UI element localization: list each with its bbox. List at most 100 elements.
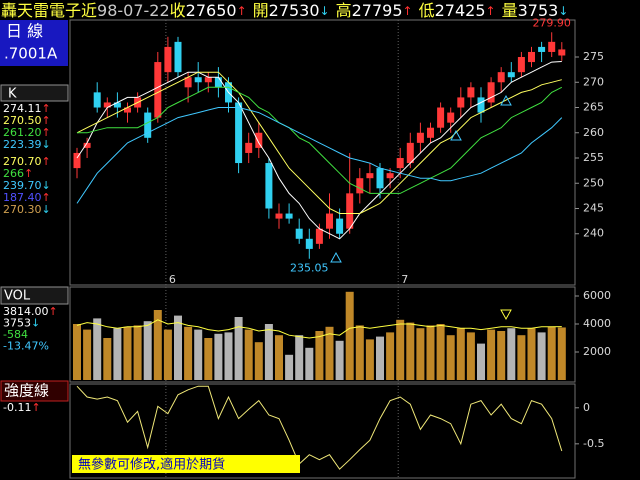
y-tick-label: 245: [583, 201, 604, 214]
buy-signal: [330, 251, 342, 263]
volume-bar: [466, 332, 475, 380]
volume-bar: [254, 342, 263, 380]
y-tick-label: 6000: [583, 289, 611, 302]
side-value: 274.11↑: [3, 102, 51, 115]
volume-bar: [456, 328, 465, 380]
candle-body: [396, 158, 404, 169]
candle-body: [315, 228, 323, 244]
candle-body: [124, 107, 131, 113]
side-value: 270.30↓: [3, 203, 51, 216]
candle-body: [265, 163, 273, 209]
candle-body: [305, 238, 313, 249]
volume-bar: [507, 328, 516, 380]
volume-bar: [73, 324, 81, 380]
volume-bar: [325, 326, 334, 380]
side-value-text: 270.50: [3, 114, 42, 127]
quote-label: 量: [502, 1, 518, 20]
moving-average: [76, 71, 562, 214]
volume-average: [76, 319, 562, 339]
notice: 無參數可修改,適用於期貨: [78, 457, 225, 473]
volume-bar: [487, 329, 496, 380]
side-value-arrow: ↑: [42, 126, 51, 139]
candle-body: [406, 142, 414, 164]
volume-bar: [295, 335, 304, 380]
header: 轟天雷電子近98-07-22收27650↑ 開27530↓ 高27795↑ 低2742…: [1, 1, 568, 20]
candle-body: [154, 62, 162, 118]
y-tick-label: 250: [583, 176, 604, 189]
volume-bar: [103, 338, 112, 380]
candle-body: [275, 213, 283, 219]
volume-bar: [345, 291, 354, 380]
candle-body: [487, 82, 495, 103]
volume-bar: [143, 321, 152, 380]
side-value: -13.47%: [3, 340, 49, 353]
volume-bar: [315, 331, 324, 380]
candle-body: [517, 57, 525, 73]
side-value-text: -584: [3, 328, 28, 341]
volume-bar: [285, 354, 294, 380]
extreme-label: 279.90: [532, 16, 571, 29]
strength-panel: [69, 383, 576, 479]
notice-box: [72, 455, 300, 473]
side-value-text: 266: [3, 167, 24, 180]
x-tick-label: 7: [401, 273, 408, 286]
side-value: 3814.00↑: [3, 305, 58, 318]
quote-arrow: ↑: [403, 4, 413, 18]
side-value-arrow: ↓: [42, 203, 51, 216]
side-value: 270.70↑: [3, 155, 51, 168]
volume-bar: [547, 326, 556, 380]
price-panel: [69, 19, 576, 286]
candle-body: [194, 77, 202, 83]
side-value-arrow: ↑: [31, 401, 40, 414]
side-value: 239.70↓: [3, 179, 51, 192]
candle-body: [204, 77, 212, 83]
y-tick-label: -0.5: [583, 437, 604, 450]
volume-bar: [477, 343, 485, 380]
candle-body: [548, 41, 556, 52]
volume-bar: [133, 325, 142, 380]
candle-body: [174, 41, 182, 73]
quote-value: 27795: [352, 1, 403, 20]
candle-body: [437, 107, 445, 128]
candle-body: [497, 72, 505, 83]
quote-value: 27530: [269, 1, 320, 20]
side-value: 266↑: [3, 167, 33, 180]
volume-bar: [214, 333, 223, 380]
strength-label: 強度線: [4, 382, 49, 400]
candle-body: [457, 97, 465, 108]
side-value-arrow: ↓: [42, 138, 51, 151]
candle-body: [214, 77, 222, 88]
volume-bar: [527, 328, 536, 380]
candle-body: [447, 112, 455, 123]
candle-body: [164, 46, 172, 73]
quote-arrow: ↓: [558, 4, 568, 18]
side-value-text: -13.47%: [3, 340, 49, 353]
side-value-arrow: ↓: [31, 317, 40, 330]
vol-box: [0, 286, 69, 305]
volume-bar: [497, 331, 506, 380]
volume-bar: [83, 329, 92, 380]
side-value: -0.11↑: [3, 401, 41, 414]
side-value-text: 3753: [3, 317, 31, 330]
side-value-text: 3814.00: [3, 305, 49, 318]
volume-bar: [264, 324, 273, 380]
candle-body: [245, 142, 253, 153]
volume-bar: [153, 310, 162, 380]
volume-bar: [365, 339, 374, 380]
quote-label: 收: [170, 1, 186, 20]
volume-bar: [355, 325, 364, 380]
y-tick-label: 265: [583, 101, 604, 114]
volume-bar: [557, 327, 566, 380]
side-value-arrow: ↑: [42, 102, 51, 115]
candle-body: [467, 87, 475, 98]
y-tick-label: 260: [583, 126, 604, 139]
quote-arrow: ↓: [320, 4, 330, 18]
candle-body: [538, 46, 546, 52]
volume-bar: [244, 329, 253, 380]
volume-bar: [396, 319, 405, 380]
side-value-arrow: ↑: [42, 191, 51, 204]
quote-value: 27425: [435, 1, 486, 20]
volume-bar: [406, 322, 415, 380]
candle-body: [83, 142, 91, 148]
candle-body: [235, 102, 243, 164]
